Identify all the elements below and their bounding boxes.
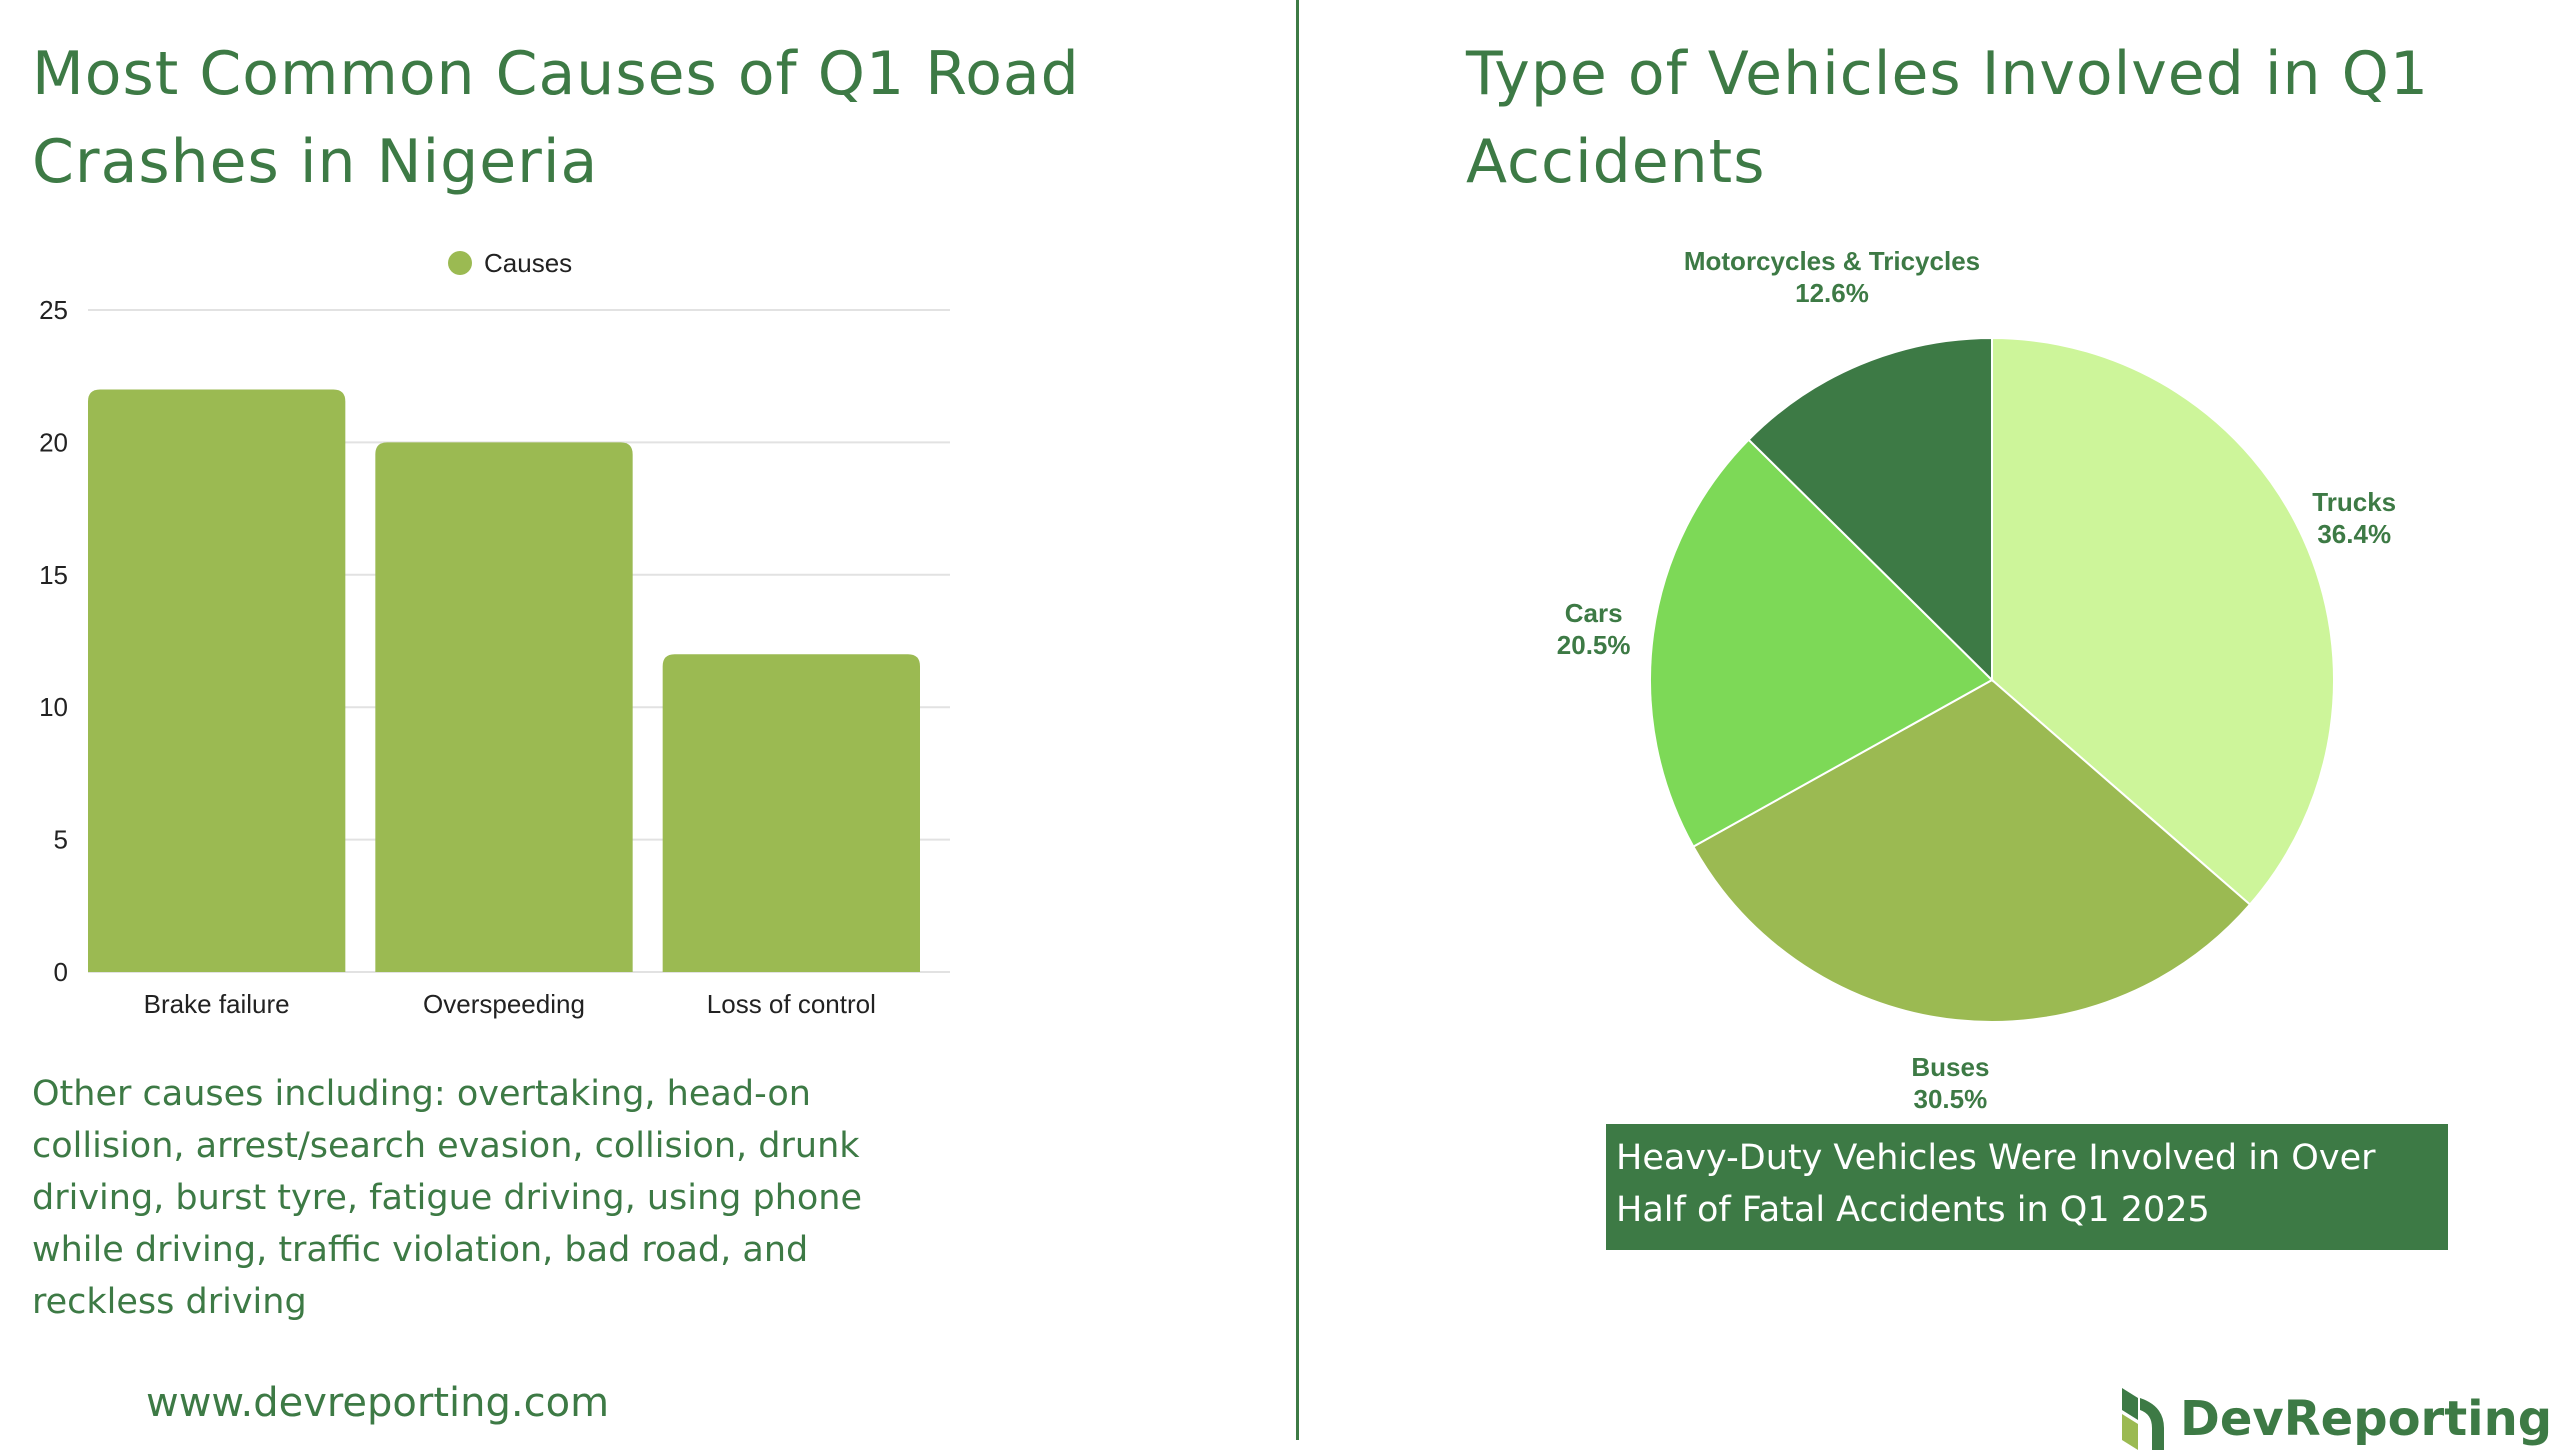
legend-swatch-causes [448,251,472,275]
y-tick-label: 15 [39,560,68,590]
y-tick-label: 10 [39,692,68,722]
devreporting-logo-icon [2122,1388,2164,1450]
pie-value-cars: 20.5% [1557,630,1631,660]
pie-value-trucks: 36.4% [2317,519,2391,549]
website-link[interactable]: www.devreporting.com [146,1380,610,1426]
pie-slice-buses [1691,678,2252,1023]
pie-slice-motorcycles-tricycles [1747,336,1993,683]
key-finding-banner: Heavy-Duty Vehicles Were Involved in Ove… [1606,1124,2448,1250]
pie-slice-cars [1649,438,1994,849]
brand-name: DevReporting [2180,1391,2553,1447]
x-tick-label: Loss of control [707,989,876,1019]
bar-chart: 0 5 10 15 20 25 Brake failure Overspeeding Loss … [39,248,950,1019]
y-tick-label: 0 [54,957,68,987]
pie-label-cars: Cars [1565,598,1623,628]
other-causes-note: Other causes including: overtaking, head… [32,1074,863,1322]
bar-brake-failure [88,389,346,972]
y-tick-label: 25 [39,295,68,325]
x-tick-label: Brake failure [144,989,290,1019]
x-tick-label: Overspeeding [423,989,585,1019]
y-tick-label: 20 [39,427,68,457]
bar-chart-title: Most Common Causes of Q1 Road Crashes in… [32,39,1080,197]
pie-label-buses: Buses [1911,1052,1989,1082]
brand-logo: DevReporting [2116,1384,2552,1454]
bar-overspeeding [375,442,633,972]
bar-loss-of-control [662,654,920,972]
pie-label-motorcycles-tricycles: Motorcycles & Tricycles [1684,246,1980,276]
y-tick-label: 5 [54,825,68,855]
pie-value-buses: 30.5% [1914,1084,1988,1110]
legend-label-causes: Causes [484,248,572,278]
panel-divider [1296,0,1299,1440]
pie-slice-trucks [1991,336,2335,906]
pie-chart-title: Type of Vehicles Involved in Q1 Accident… [1466,39,2430,197]
pie-label-trucks: Trucks [2312,487,2396,517]
pie-value-motorcycles-tricycles: 12.6% [1795,278,1869,308]
